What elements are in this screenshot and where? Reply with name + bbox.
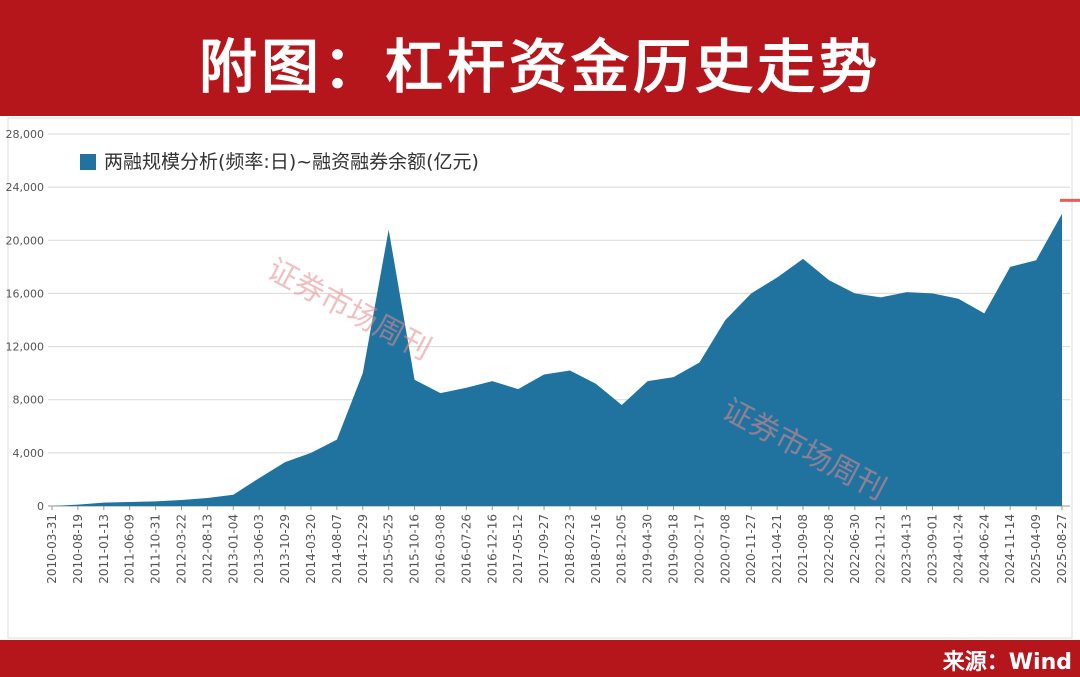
x-tick-label: 2016-07-26 <box>459 514 473 584</box>
footer: 来源：Wind <box>0 640 1080 677</box>
x-tick-label: 2016-12-16 <box>485 514 499 584</box>
y-tick-label: 12,000 <box>6 341 45 354</box>
title: 附图：杠杆资金历史走势 <box>198 33 881 101</box>
y-tick-label: 0 <box>37 500 44 513</box>
x-tick-label: 2015-10-16 <box>408 514 422 584</box>
x-tick-label: 2024-01-24 <box>951 514 965 584</box>
x-tick-label: 2024-06-24 <box>977 514 991 584</box>
x-tick-label: 2013-06-03 <box>252 514 266 584</box>
chart: 0 4,000 8,000 12,000 16,000 20,000 24,000 28,00… <box>6 117 1080 639</box>
x-tick-label: 2011-01-13 <box>97 514 111 584</box>
x-tick-label: 2020-07-08 <box>718 514 732 584</box>
x-tick-label: 2017-09-27 <box>537 514 551 584</box>
legend-swatch <box>80 154 96 170</box>
x-tick-label: 2019-04-30 <box>641 514 655 584</box>
x-tick-label: 2013-01-04 <box>226 514 240 584</box>
x-tick-label: 2023-09-01 <box>926 514 940 584</box>
area <box>52 213 1062 506</box>
y-tick-label: 8,000 <box>13 394 45 407</box>
x-tick-label: 2012-03-22 <box>174 514 188 584</box>
x-tick-label: 2018-07-16 <box>589 514 603 584</box>
x-tick-label: 2022-02-08 <box>822 514 836 584</box>
x-tick-label: 2012-08-13 <box>200 514 214 584</box>
x-tick-label: 2014-03-20 <box>304 514 318 584</box>
x-tick-label: 2018-12-05 <box>615 514 629 584</box>
x-tick-label: 2011-06-09 <box>123 514 137 584</box>
x-tick-label: 2021-09-08 <box>796 514 810 584</box>
x-tick-label: 2023-04-13 <box>900 514 914 584</box>
x-tick-label: 2017-05-12 <box>511 514 525 584</box>
banner: 附图：杠杆资金历史走势 <box>0 0 1080 116</box>
x-tick-label: 2019-09-18 <box>667 514 681 584</box>
y-tick-label: 4,000 <box>13 447 45 460</box>
x-tick-label: 2014-08-07 <box>330 514 344 584</box>
x-tick-label: 2024-11-14 <box>1003 514 1017 584</box>
y-tick-label: 24,000 <box>6 181 45 194</box>
x-tick-label: 2025-04-09 <box>1029 514 1043 584</box>
x-tick-label: 2010-08-19 <box>71 514 85 584</box>
x-tick-label: 2016-03-08 <box>433 514 447 584</box>
y-tick-label: 20,000 <box>6 234 45 247</box>
x-tick-label: 2014-12-29 <box>356 514 370 584</box>
x-tick-label: 2013-10-29 <box>278 514 292 584</box>
x-tick-label: 2022-11-21 <box>874 514 888 584</box>
legend-label: 两融规模分析(频率:日)~融资融券余额(亿元) <box>104 151 479 173</box>
x-tick-label: 2010-03-31 <box>45 514 59 584</box>
x-tick-label: 2011-10-31 <box>149 514 163 584</box>
x-tick-label: 2020-02-17 <box>692 514 706 584</box>
source: 来源：Wind <box>942 650 1072 675</box>
x-tick-label: 2015-05-25 <box>382 514 396 584</box>
y-tick-label: 16,000 <box>6 287 45 300</box>
x-tick-label: 2021-04-21 <box>770 514 784 584</box>
x-tick-label: 2025-08-27 <box>1055 514 1069 584</box>
x-tick-label: 2022-06-30 <box>848 514 862 584</box>
y-tick-label: 28,000 <box>6 128 45 141</box>
x-tick-label: 2020-11-27 <box>744 514 758 584</box>
x-tick-label: 2018-02-23 <box>563 514 577 584</box>
